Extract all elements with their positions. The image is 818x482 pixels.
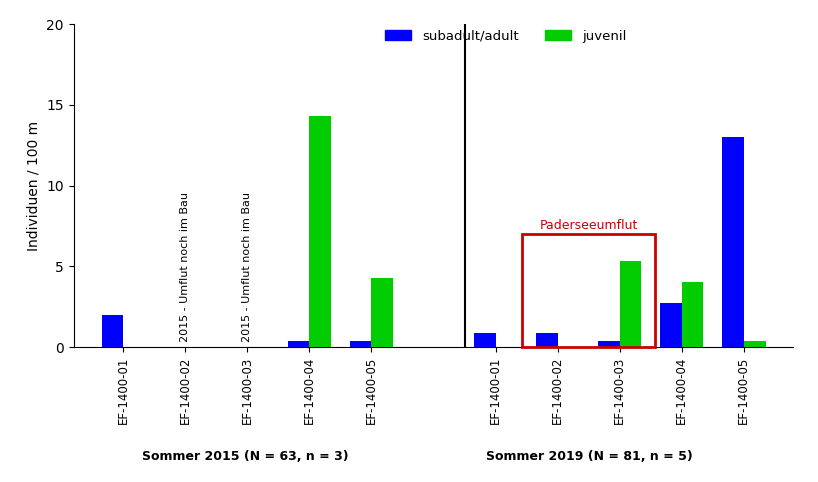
Bar	[598, 341, 620, 347]
Bar	[474, 333, 496, 347]
Bar	[101, 315, 124, 347]
Bar	[660, 304, 681, 347]
Text: Sommer 2019 (N = 81, n = 5): Sommer 2019 (N = 81, n = 5)	[486, 450, 692, 463]
Bar	[522, 234, 655, 347]
Text: 2015 - Umflut noch im Bau: 2015 - Umflut noch im Bau	[242, 192, 253, 342]
Text: Sommer 2015 (N = 63, n = 3): Sommer 2015 (N = 63, n = 3)	[142, 450, 348, 463]
Bar	[744, 341, 766, 347]
Bar	[309, 116, 331, 347]
Text: Paderseeumflut: Paderseeumflut	[540, 219, 638, 232]
Bar	[681, 282, 703, 347]
Bar	[371, 278, 393, 347]
Bar	[288, 341, 309, 347]
Bar	[620, 261, 641, 347]
Bar	[722, 137, 744, 347]
Bar	[350, 341, 371, 347]
Bar	[536, 333, 558, 347]
Text: 2015 - Umflut noch im Bau: 2015 - Umflut noch im Bau	[180, 192, 191, 342]
Legend: subadult/adult, juvenil: subadult/adult, juvenil	[380, 24, 631, 48]
Y-axis label: Individuen / 100 m: Individuen / 100 m	[27, 120, 41, 251]
